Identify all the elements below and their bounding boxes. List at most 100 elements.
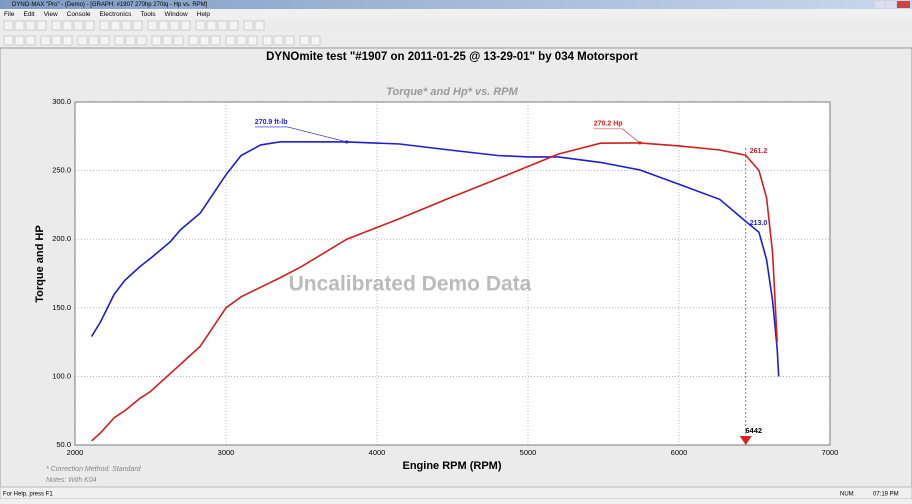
menu-item[interactable]: Help bbox=[197, 11, 211, 18]
maximize-button[interactable] bbox=[886, 1, 896, 8]
x-tick-label: 7000 bbox=[822, 448, 839, 457]
series-line bbox=[91, 142, 778, 442]
toolbar-button[interactable] bbox=[254, 20, 265, 31]
annotation-arrow bbox=[287, 126, 347, 143]
toolbar-button[interactable] bbox=[125, 35, 136, 46]
chart-subtitle: Torque* and Hp* vs. RPM bbox=[386, 86, 518, 98]
annotation: 270.9 ft-lb bbox=[255, 119, 288, 126]
annotation-point bbox=[638, 141, 642, 145]
cursor-marker bbox=[739, 436, 752, 445]
x-tick-label: 6000 bbox=[671, 448, 688, 457]
toolbar-button[interactable] bbox=[199, 35, 210, 46]
cursor-label: 6442 bbox=[745, 426, 762, 435]
menu-item[interactable]: Console bbox=[67, 11, 91, 18]
toolbar-button[interactable] bbox=[243, 20, 254, 31]
menu-bar bbox=[0, 9, 912, 19]
toolbar-button[interactable] bbox=[77, 35, 88, 46]
watermark: Uncalibrated Demo Data bbox=[289, 273, 532, 296]
toolbar-button[interactable] bbox=[14, 35, 25, 46]
toolbar-button[interactable] bbox=[73, 20, 84, 31]
toolbar-button[interactable] bbox=[273, 35, 284, 46]
x-tick-label: 2000 bbox=[67, 448, 84, 457]
toolbar-button[interactable] bbox=[310, 35, 321, 46]
chart-title: DYNOmite test "#1907 on 2011-01-25 @ 13-… bbox=[266, 51, 638, 63]
title-bar bbox=[0, 0, 912, 9]
note: * Correction Method: Standard bbox=[46, 466, 142, 473]
toolbar-button[interactable] bbox=[110, 20, 121, 31]
plot-area bbox=[74, 101, 831, 446]
close-button[interactable] bbox=[897, 1, 910, 8]
y-tick-label: 100.0 bbox=[52, 371, 71, 380]
annotation-point bbox=[345, 140, 349, 144]
annotation-arrow bbox=[622, 128, 640, 144]
status-time: 07:19 PM bbox=[873, 492, 899, 498]
minimize-button[interactable] bbox=[875, 1, 885, 8]
toolbar-button[interactable] bbox=[180, 20, 191, 31]
toolbar-button[interactable] bbox=[132, 20, 143, 31]
window-title: DYNO-MAX "Pro" - (Demo) - [GRAPH: #1907 … bbox=[12, 2, 208, 8]
toolbar-button[interactable] bbox=[195, 20, 206, 31]
toolbar-button[interactable] bbox=[62, 35, 73, 46]
x-axis-label: Engine RPM (RPM) bbox=[403, 460, 502, 472]
y-tick-label: 50.0 bbox=[56, 440, 71, 449]
toolbar-button[interactable] bbox=[121, 20, 132, 31]
toolbar-button[interactable] bbox=[158, 20, 169, 31]
annotation: 213.0 bbox=[750, 220, 768, 227]
status-text: For Help, press F1 bbox=[3, 492, 53, 498]
toolbar-button[interactable] bbox=[99, 20, 110, 31]
annotation: 270.2 Hp bbox=[594, 121, 623, 128]
toolbar-button[interactable] bbox=[3, 20, 14, 31]
status-num: NUM bbox=[840, 492, 854, 498]
x-tick-label: 3000 bbox=[218, 448, 235, 457]
toolbar-button[interactable] bbox=[299, 35, 310, 46]
toolbar-button[interactable] bbox=[25, 35, 36, 46]
y-axis-label: Torque and HP bbox=[34, 225, 46, 302]
menu-item[interactable]: View bbox=[44, 11, 58, 18]
toolbar-button[interactable] bbox=[114, 35, 125, 46]
note: Notes: With K04 bbox=[46, 477, 97, 484]
toolbar-button[interactable] bbox=[25, 20, 36, 31]
toolbar-button[interactable] bbox=[62, 20, 73, 31]
toolbar-button[interactable] bbox=[162, 35, 173, 46]
toolbar-button[interactable] bbox=[236, 35, 247, 46]
annotation: 261.2 bbox=[750, 148, 768, 155]
toolbar-button[interactable] bbox=[247, 35, 258, 46]
toolbar-button[interactable] bbox=[99, 35, 110, 46]
toolbar-button[interactable] bbox=[147, 20, 158, 31]
toolbar-button[interactable] bbox=[3, 35, 14, 46]
y-tick-label: 200.0 bbox=[52, 234, 71, 243]
toolbar-button[interactable] bbox=[151, 35, 162, 46]
menu-item[interactable]: File bbox=[4, 11, 15, 18]
toolbar-button[interactable] bbox=[88, 35, 99, 46]
toolbar-button[interactable] bbox=[284, 35, 295, 46]
toolbar-button[interactable] bbox=[51, 35, 62, 46]
menu-item[interactable]: Edit bbox=[23, 11, 34, 18]
toolbar-button[interactable] bbox=[228, 20, 239, 31]
toolbar-button[interactable] bbox=[225, 35, 236, 46]
toolbar-button[interactable] bbox=[136, 35, 147, 46]
menu-item[interactable]: Electronics bbox=[100, 11, 133, 18]
x-tick-label: 5000 bbox=[520, 448, 537, 457]
y-tick-label: 250.0 bbox=[52, 166, 71, 175]
toolbar-button[interactable] bbox=[262, 35, 273, 46]
toolbar-button[interactable] bbox=[36, 20, 47, 31]
toolbar-button[interactable] bbox=[169, 20, 180, 31]
toolbar-button[interactable] bbox=[173, 35, 184, 46]
toolbar-button[interactable] bbox=[210, 35, 221, 46]
y-tick-label: 300.0 bbox=[52, 97, 71, 106]
toolbar-button[interactable] bbox=[217, 20, 228, 31]
series-line bbox=[90, 141, 780, 377]
menu-item[interactable]: Window bbox=[165, 11, 188, 18]
toolbar-button[interactable] bbox=[40, 35, 51, 46]
menu-item[interactable]: Tools bbox=[140, 11, 156, 18]
toolbar-button[interactable] bbox=[14, 20, 25, 31]
toolbar-button[interactable] bbox=[84, 20, 95, 31]
status-bar bbox=[0, 486, 912, 500]
y-tick-label: 150.0 bbox=[52, 303, 71, 312]
toolbar bbox=[0, 19, 912, 33]
toolbar-button[interactable] bbox=[51, 20, 62, 31]
toolbar-button[interactable] bbox=[206, 20, 217, 31]
toolbar-button[interactable] bbox=[188, 35, 199, 46]
x-tick-label: 4000 bbox=[369, 448, 386, 457]
